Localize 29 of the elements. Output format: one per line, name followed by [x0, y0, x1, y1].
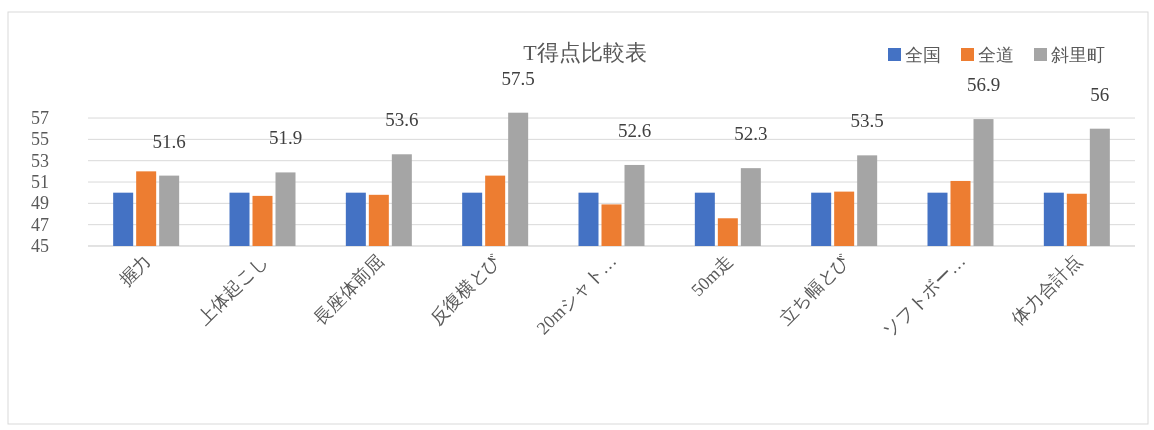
y-tick-label: 47	[31, 214, 49, 235]
data-label: 56.9	[966, 74, 1001, 96]
y-tick-label: 55	[31, 129, 49, 150]
data-label: 51.9	[268, 127, 303, 149]
data-label: 52.6	[617, 119, 652, 141]
legend-label: 斜里町	[1051, 45, 1105, 65]
data-label: 57.5	[501, 67, 535, 89]
y-tick-label: 49	[31, 193, 49, 214]
x-tick-label: 上体起こし	[193, 250, 272, 329]
y-tick-label: 51	[31, 172, 49, 193]
y-tick-label: 45	[31, 236, 49, 256]
y-tick-label: 57	[31, 108, 49, 129]
x-tick-label: 反復横とび	[426, 249, 505, 329]
x-tick-label: 長座体前屈	[309, 250, 388, 329]
y-tick-label: 53	[31, 150, 49, 171]
data-label: 51.6	[152, 130, 186, 152]
data-label: 53.5	[850, 110, 884, 132]
data-label: 56	[1090, 83, 1110, 105]
x-tick-label: 握力	[115, 250, 155, 291]
x-tick-label: 立ち幅とび	[775, 249, 854, 329]
data-label: 52.3	[734, 123, 768, 145]
legend-label: 全道	[978, 45, 1014, 65]
x-tick-label: 体力合計点	[1007, 250, 1086, 329]
data-label: 53.6	[385, 109, 419, 131]
chart-title: T得点比較表	[523, 40, 647, 65]
x-tick-label: 50m走	[687, 250, 737, 301]
x-tick-label: 20mシャト…	[532, 250, 621, 339]
x-tick-label: ソフトボー…	[878, 250, 970, 342]
legend-label: 全国	[905, 45, 941, 65]
